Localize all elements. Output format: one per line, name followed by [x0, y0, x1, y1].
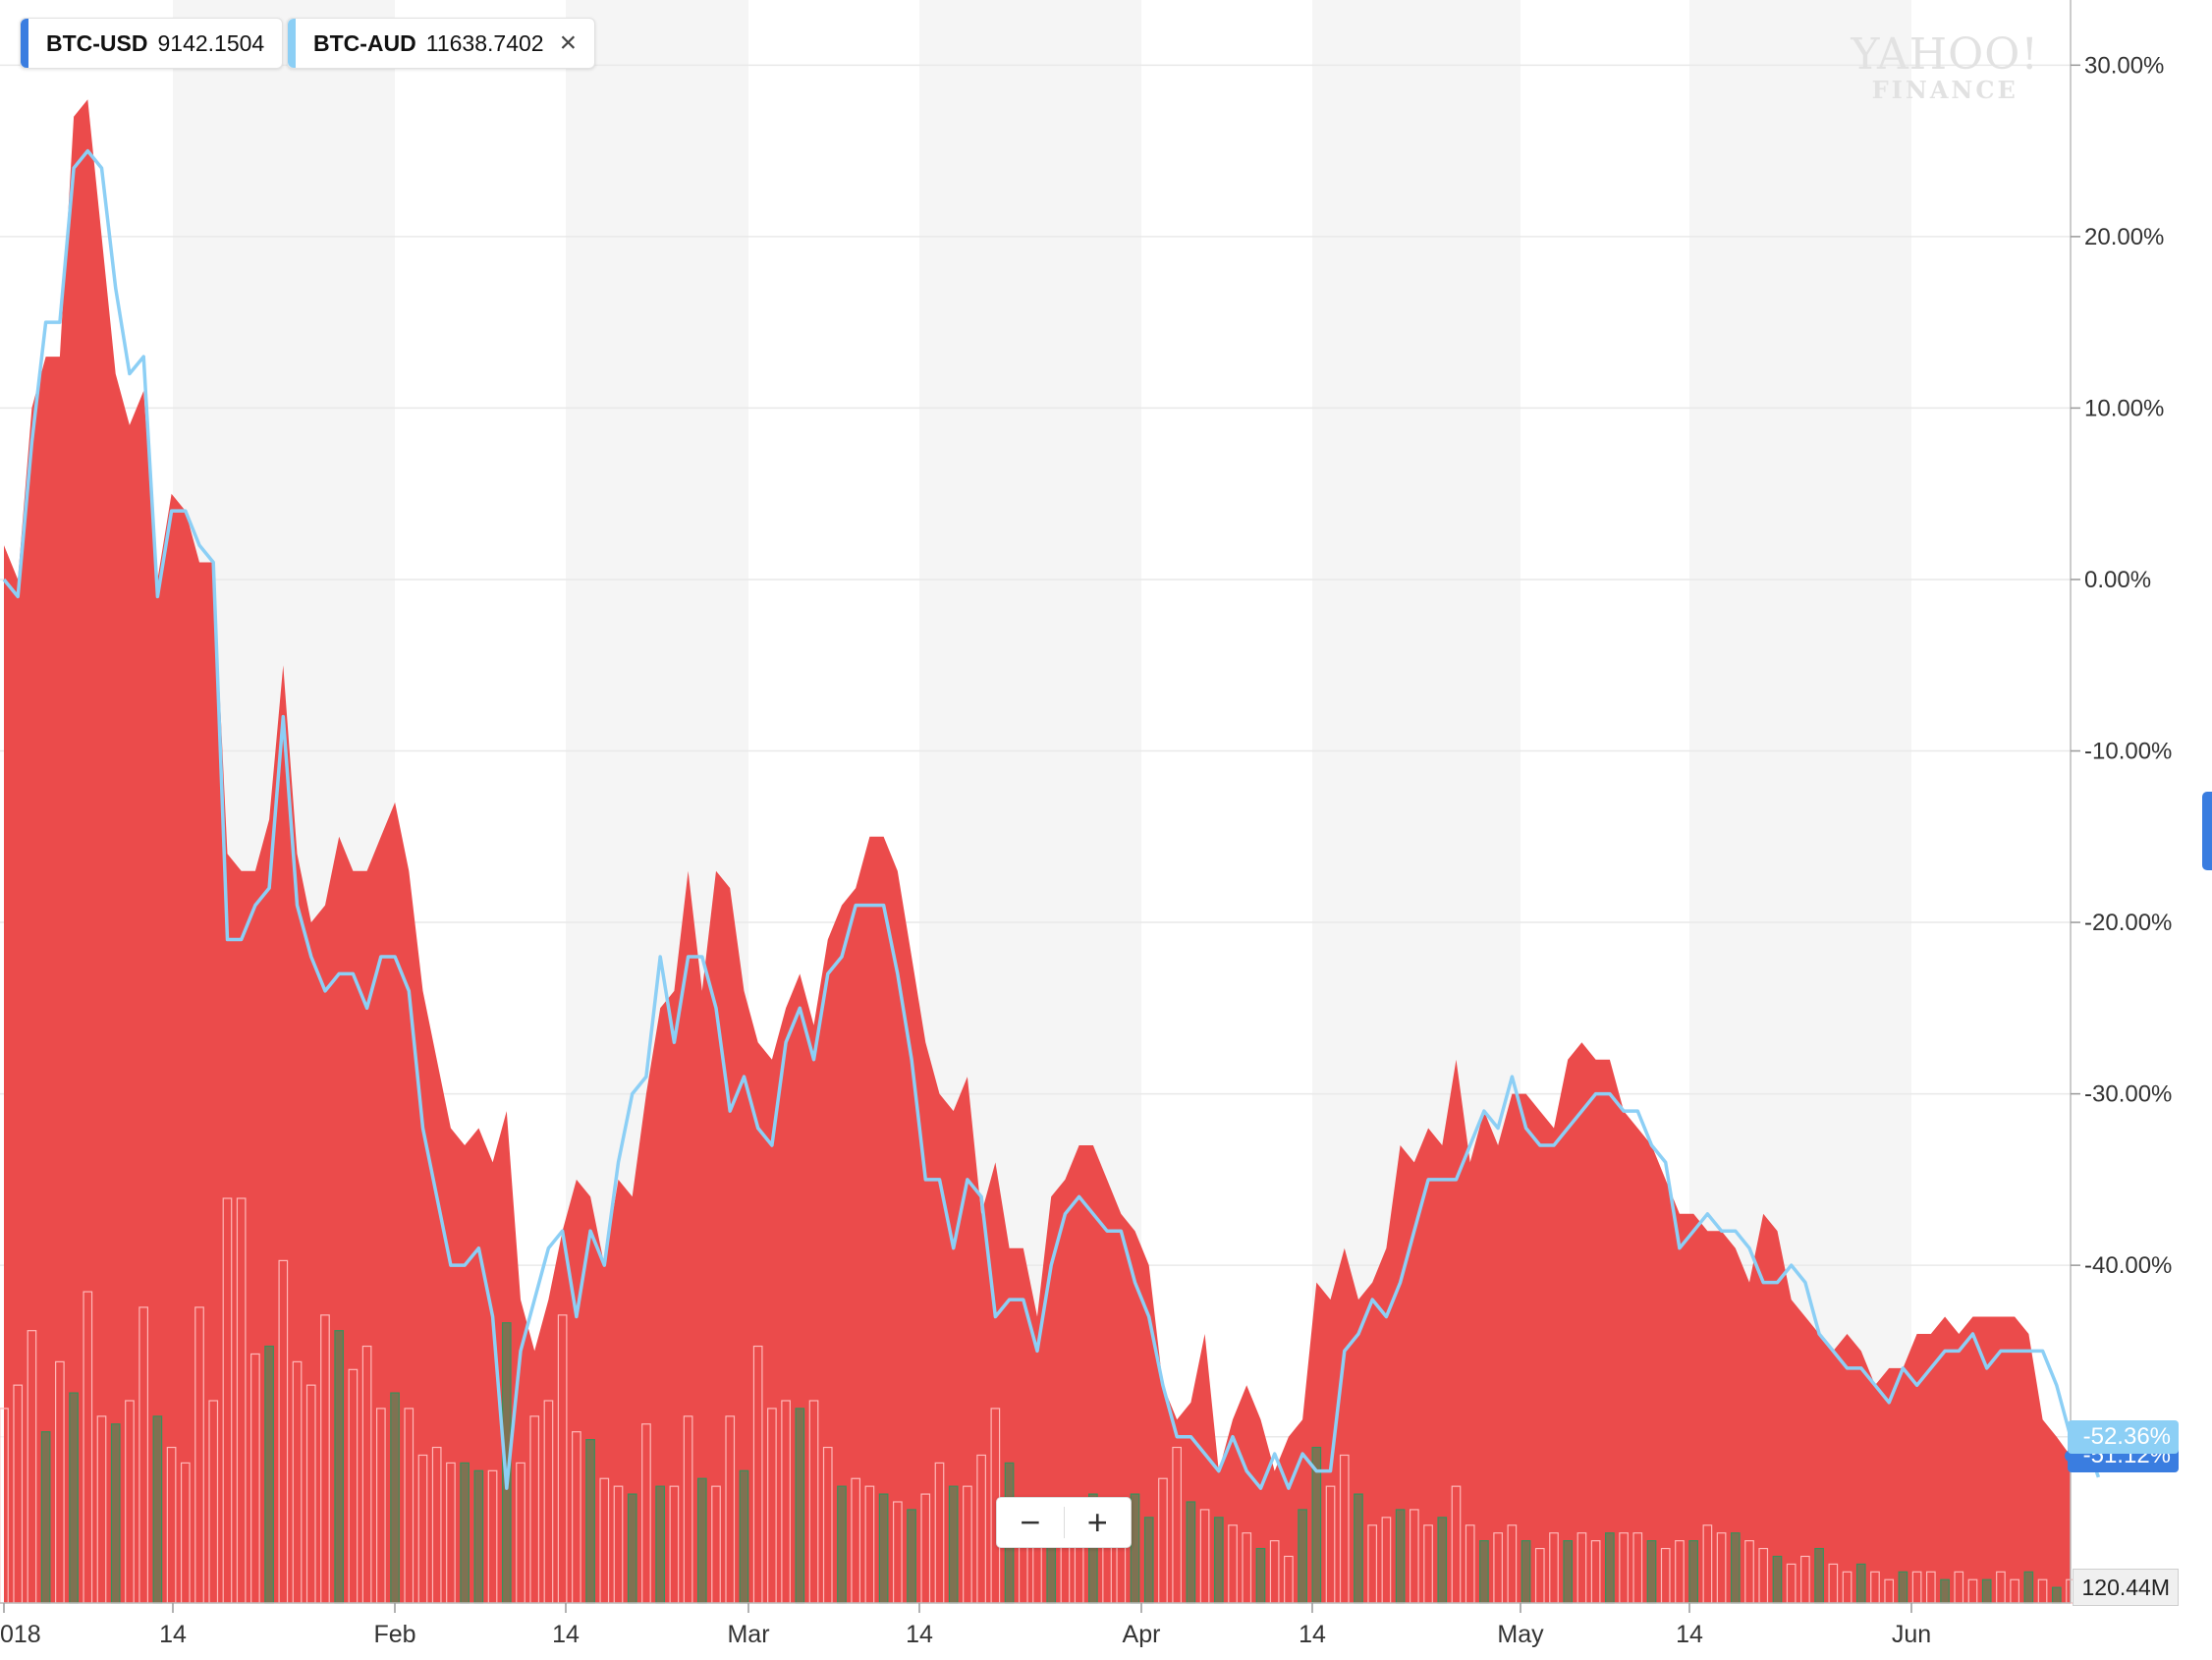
volume-bar-overlay [1143, 1517, 1154, 1604]
x-tick-label: 14 [1676, 1621, 1703, 1648]
y-tick-label: 20.00% [2084, 224, 2164, 250]
volume-bar-overlay [1437, 1517, 1448, 1604]
volume-bar-overlay [334, 1330, 345, 1604]
last-value-tag-aud: -52.36% [2067, 1419, 2179, 1454]
x-tick-label: 14 [906, 1621, 933, 1648]
yahoo-finance-watermark: YAHOO! FINANCE [1851, 29, 2039, 104]
volume-bar-overlay [1213, 1517, 1224, 1604]
volume-bar-overlay [390, 1392, 400, 1604]
legend-color-bar [21, 19, 28, 68]
watermark-line1: YAHOO! [1851, 29, 2039, 80]
volume-bar-overlay [1354, 1493, 1363, 1604]
volume-bar-overlay [1940, 1578, 1950, 1604]
volume-bar-overlay [878, 1493, 889, 1604]
legend-btc-usd[interactable]: BTC-USD 9142.1504 [20, 18, 284, 69]
volume-bar-overlay [696, 1477, 707, 1604]
zoom-in-button[interactable]: + [1086, 1502, 1108, 1542]
volume-bar-overlay [1563, 1540, 1574, 1604]
volume-bar-overlay [1898, 1571, 1908, 1604]
volume-bar-overlay [1772, 1555, 1783, 1604]
volume-bar-overlay [40, 1431, 51, 1604]
volume-bar-overlay [795, 1408, 805, 1604]
volume-bar-overlay [1688, 1540, 1698, 1604]
y-axis-ticks: 30.00% 20.00% 10.00% 0.00% -10.00% -20.00% -30… [2071, 52, 2172, 1451]
btc-aud-line-path [2, 148, 2101, 1490]
volume-bar-overlay [1855, 1563, 1866, 1604]
volume-bar-overlay [739, 1469, 749, 1604]
zoom-divider [1063, 1507, 1065, 1538]
x-tick-label: 14 [159, 1621, 187, 1648]
x-axis-ticks: 018 14 Feb 14 Mar 14 Apr 14 May 14 Jun [0, 1603, 1931, 1648]
volume-bar-overlay [110, 1423, 121, 1604]
volume-bar-overlay [1521, 1540, 1531, 1604]
legend-value: 11638.7402 [425, 29, 544, 56]
x-tick-label: Jun [1892, 1621, 1931, 1648]
legend-btc-aud[interactable]: BTC-AUD 11638.7402 × [287, 18, 596, 69]
volume-bar-overlay [1730, 1532, 1741, 1604]
y-tick-label: -40.00% [2084, 1252, 2172, 1279]
y-tick-label: -10.00% [2084, 739, 2172, 765]
x-tick-label: May [1497, 1621, 1544, 1648]
legend-value: 9142.1504 [157, 29, 265, 56]
volume-bar-overlay [1298, 1509, 1307, 1604]
side-panel-toggle[interactable] [2202, 792, 2212, 870]
volume-bar-overlay [1186, 1501, 1196, 1604]
y-tick-label: -20.00% [2084, 910, 2172, 936]
volume-bar-overlay [1981, 1578, 1992, 1604]
y-tick-label: 10.00% [2084, 395, 2164, 421]
legend-symbol: BTC-AUD [313, 29, 416, 56]
volume-bar-overlay [948, 1485, 959, 1604]
volume-bar-overlay [2023, 1571, 2034, 1604]
legend-color-bar [288, 19, 296, 68]
x-tick-label: Mar [727, 1621, 769, 1648]
x-tick-label: Apr [1123, 1621, 1161, 1648]
y-tick-label: -30.00% [2084, 1081, 2172, 1108]
close-icon[interactable]: × [559, 27, 578, 59]
volume-bar-overlay [1130, 1493, 1140, 1604]
x-tick-label: 14 [552, 1621, 580, 1648]
volume-bar-overlay [264, 1345, 274, 1604]
volume-bar-overlay [655, 1485, 665, 1604]
volume-bar-overlay [69, 1392, 79, 1604]
watermark-line2: FINANCE [1871, 76, 2018, 104]
volume-bar-overlay [460, 1462, 470, 1604]
axes [0, 0, 2072, 1604]
volume-bar-overlay [907, 1509, 916, 1604]
volume-bar-overlay [1814, 1547, 1824, 1604]
volume-bar-overlay [1646, 1540, 1657, 1604]
btc-usd-area-path [4, 99, 2071, 1604]
volume-bar-overlay [1255, 1547, 1266, 1604]
legend-symbol: BTC-USD [46, 29, 148, 56]
volume-bar-overlay [627, 1493, 637, 1604]
volume-bar-overlay [585, 1439, 595, 1604]
volume-tag: 120.44M [2073, 1569, 2179, 1606]
volume-bar-overlay [152, 1415, 163, 1604]
zoom-controls: − + [996, 1497, 1132, 1548]
x-tick-label: 018 [0, 1621, 41, 1648]
volume-bar-overlay [1605, 1532, 1615, 1604]
y-tick-label: 0.00% [2084, 567, 2151, 593]
volume-bar-overlay [837, 1485, 847, 1604]
volume-bar-overlay [1395, 1509, 1406, 1604]
volume-bar-overlay [1479, 1540, 1489, 1604]
y-tick-label: 30.00% [2084, 52, 2164, 79]
zoom-out-button[interactable]: − [1020, 1502, 1041, 1542]
x-tick-label: Feb [373, 1621, 415, 1648]
volume-bar-overlay [2051, 1586, 2062, 1604]
x-tick-label: 14 [1299, 1621, 1326, 1648]
volume-bar-overlay [473, 1469, 484, 1604]
